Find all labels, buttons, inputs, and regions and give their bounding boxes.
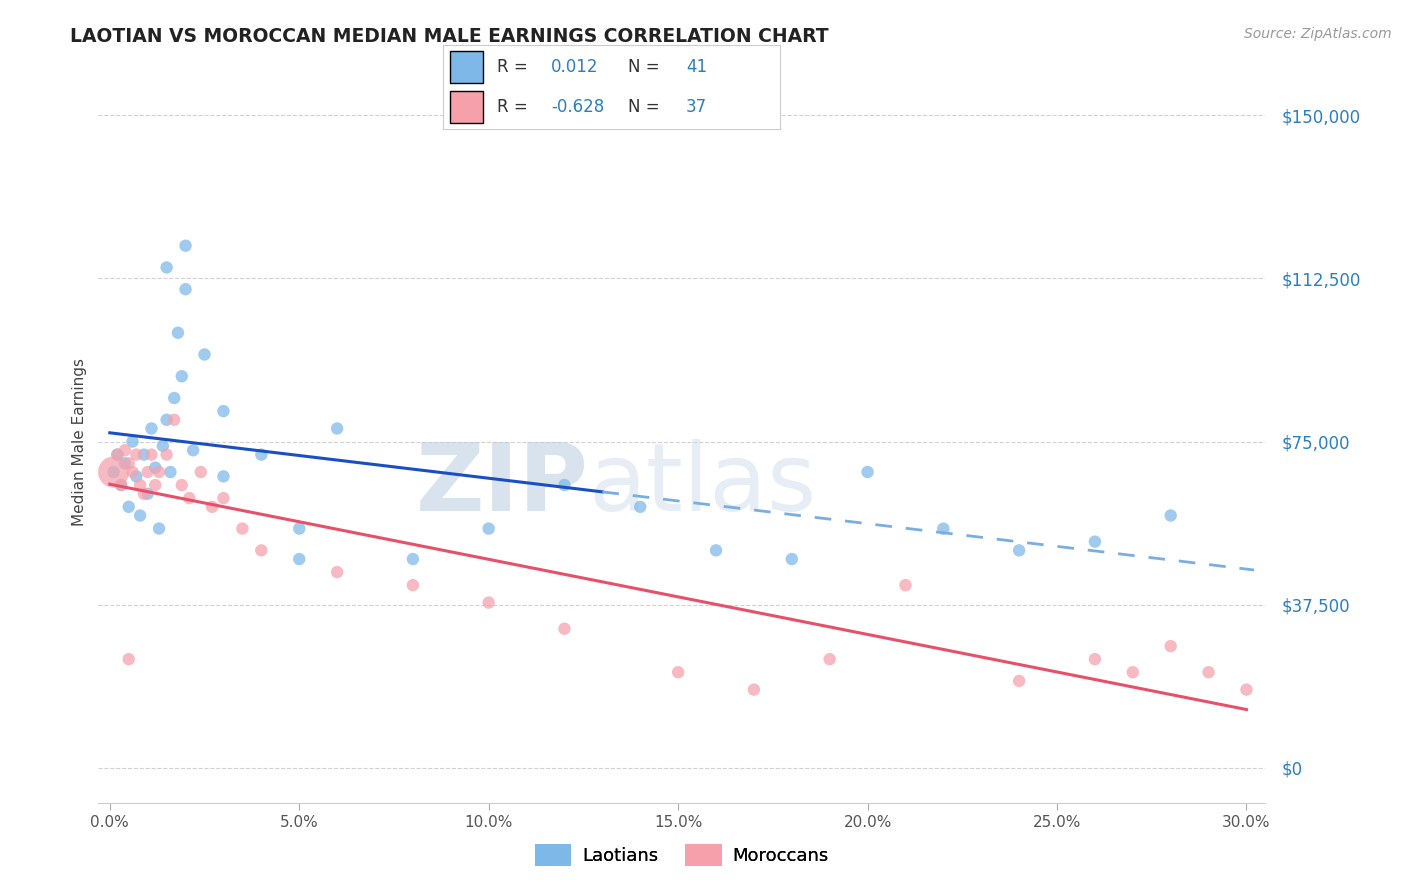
Point <box>174 238 197 252</box>
Point <box>1236 682 1258 697</box>
Point <box>118 456 141 470</box>
Point <box>1122 665 1144 680</box>
Text: atlas: atlas <box>589 439 817 531</box>
Point <box>170 478 193 492</box>
Point <box>780 552 803 566</box>
Point <box>159 465 181 479</box>
Point <box>288 552 311 566</box>
Point <box>129 478 152 492</box>
Point <box>704 543 727 558</box>
Text: 37: 37 <box>686 98 707 116</box>
Point <box>553 622 575 636</box>
Text: -0.628: -0.628 <box>551 98 605 116</box>
Point <box>193 347 215 361</box>
Point <box>179 491 201 505</box>
Point <box>121 465 143 479</box>
Point <box>103 465 125 479</box>
Point <box>628 500 651 514</box>
Point <box>402 552 425 566</box>
Point <box>742 682 765 697</box>
Point <box>125 448 148 462</box>
Point <box>105 448 128 462</box>
Point <box>288 522 311 536</box>
Point <box>163 413 186 427</box>
Point <box>1160 639 1182 653</box>
Point <box>156 413 179 427</box>
Y-axis label: Median Male Earnings: Median Male Earnings <box>72 358 87 525</box>
Point <box>163 391 186 405</box>
Point <box>110 478 132 492</box>
Point <box>231 522 253 536</box>
Point <box>110 478 132 492</box>
Point <box>250 448 273 462</box>
Text: Source: ZipAtlas.com: Source: ZipAtlas.com <box>1244 27 1392 41</box>
Point <box>326 421 349 435</box>
Point <box>103 465 125 479</box>
Legend: Laotians, Moroccans: Laotians, Moroccans <box>529 837 835 873</box>
Point <box>118 652 141 666</box>
Point <box>1008 673 1031 688</box>
Text: 0.012: 0.012 <box>551 58 599 76</box>
Text: LAOTIAN VS MOROCCAN MEDIAN MALE EARNINGS CORRELATION CHART: LAOTIAN VS MOROCCAN MEDIAN MALE EARNINGS… <box>70 27 830 45</box>
Point <box>167 326 190 340</box>
Point <box>136 487 159 501</box>
Point <box>132 448 155 462</box>
Point <box>156 448 179 462</box>
Point <box>148 465 170 479</box>
Point <box>114 456 136 470</box>
Point <box>125 469 148 483</box>
Point <box>141 448 163 462</box>
Point <box>143 460 166 475</box>
Point <box>148 522 170 536</box>
Point <box>1160 508 1182 523</box>
Point <box>478 522 501 536</box>
Point <box>1198 665 1220 680</box>
Point <box>856 465 879 479</box>
Point <box>818 652 841 666</box>
Text: R =: R = <box>496 58 533 76</box>
Point <box>143 478 166 492</box>
Point <box>136 465 159 479</box>
Point <box>181 443 204 458</box>
Point <box>152 439 174 453</box>
Point <box>1084 534 1107 549</box>
Point <box>156 260 179 275</box>
Point <box>118 500 141 514</box>
Point <box>1084 652 1107 666</box>
Point <box>932 522 955 536</box>
Point <box>212 404 235 418</box>
Text: ZIP: ZIP <box>416 439 589 531</box>
Point <box>132 487 155 501</box>
Text: R =: R = <box>496 98 533 116</box>
Point <box>326 565 349 579</box>
Text: N =: N = <box>628 58 665 76</box>
Point <box>201 500 224 514</box>
Point <box>141 421 163 435</box>
Point <box>129 508 152 523</box>
Text: N =: N = <box>628 98 665 116</box>
Point <box>402 578 425 592</box>
Point <box>105 448 128 462</box>
Point <box>250 543 273 558</box>
Point <box>478 596 501 610</box>
Point <box>666 665 689 680</box>
Point <box>553 478 575 492</box>
FancyBboxPatch shape <box>450 51 484 83</box>
Point <box>114 443 136 458</box>
Point <box>1008 543 1031 558</box>
Point <box>170 369 193 384</box>
Point <box>212 469 235 483</box>
FancyBboxPatch shape <box>450 91 484 123</box>
Text: 41: 41 <box>686 58 707 76</box>
Point <box>174 282 197 296</box>
Point <box>894 578 917 592</box>
Point <box>212 491 235 505</box>
Point <box>121 434 143 449</box>
Point <box>190 465 212 479</box>
